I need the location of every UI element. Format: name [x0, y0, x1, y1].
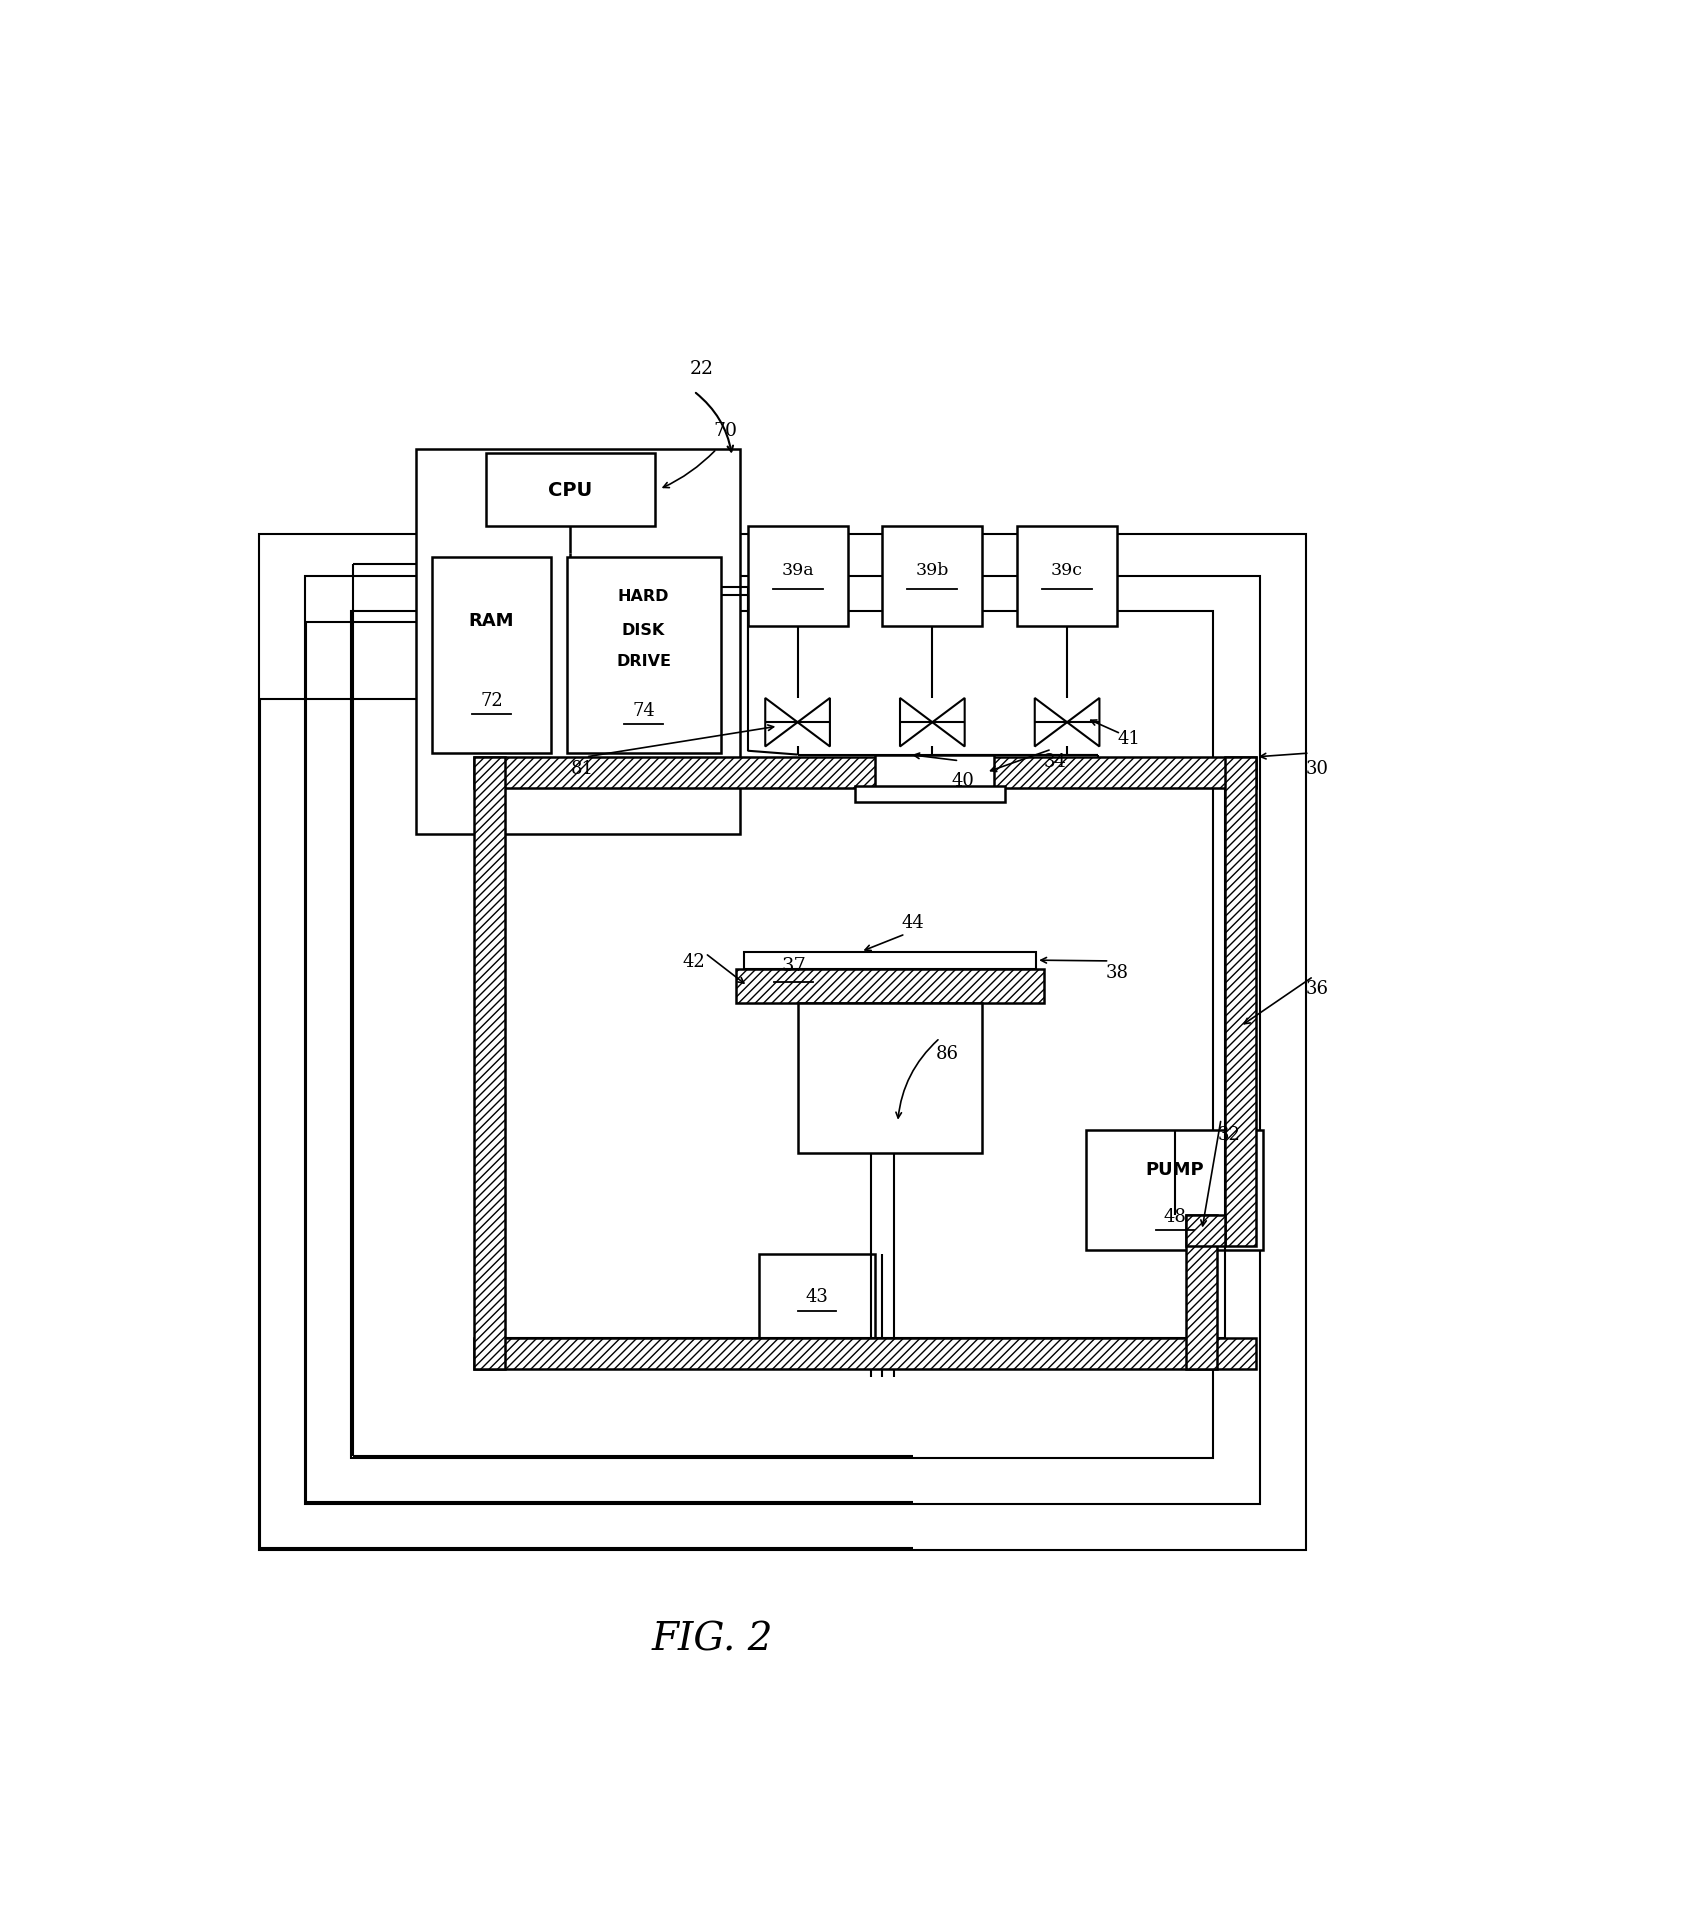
- Bar: [743, 952, 1036, 970]
- Text: 34: 34: [1045, 752, 1067, 771]
- Text: HARD: HARD: [617, 589, 670, 605]
- Text: 72: 72: [480, 692, 504, 709]
- Text: 48: 48: [1163, 1208, 1186, 1225]
- Bar: [258, 535, 1306, 1549]
- Text: 86: 86: [936, 1045, 960, 1063]
- Bar: [882, 527, 982, 626]
- Bar: [855, 786, 1006, 802]
- Text: 44: 44: [902, 914, 924, 931]
- Text: DISK: DISK: [622, 622, 665, 638]
- Text: 81: 81: [570, 759, 594, 779]
- Bar: [505, 788, 1225, 1339]
- Text: 32: 32: [1218, 1126, 1240, 1144]
- Polygon shape: [797, 699, 829, 748]
- Bar: [475, 757, 505, 1370]
- Text: DRIVE: DRIVE: [616, 653, 672, 668]
- Text: 38: 38: [1106, 964, 1128, 981]
- Polygon shape: [933, 699, 965, 748]
- Polygon shape: [765, 699, 797, 748]
- Bar: [351, 611, 1213, 1459]
- Bar: [1187, 1215, 1218, 1370]
- Text: 74: 74: [633, 701, 655, 719]
- Text: 36: 36: [1306, 980, 1328, 997]
- Text: 39c: 39c: [1052, 562, 1084, 580]
- Text: 43: 43: [806, 1287, 828, 1306]
- Text: 42: 42: [682, 952, 706, 970]
- Bar: [485, 454, 655, 527]
- Bar: [760, 1254, 875, 1339]
- Text: FIG. 2: FIG. 2: [651, 1621, 773, 1658]
- Bar: [432, 556, 551, 753]
- Text: 41: 41: [1118, 728, 1140, 748]
- Text: 70: 70: [712, 421, 736, 439]
- Bar: [875, 755, 994, 796]
- Text: 22: 22: [690, 359, 714, 379]
- Text: 39a: 39a: [782, 562, 814, 580]
- Bar: [1187, 1215, 1225, 1246]
- Text: 30: 30: [1306, 759, 1328, 779]
- Text: CPU: CPU: [548, 481, 592, 500]
- Bar: [1225, 757, 1255, 1246]
- Text: 37: 37: [782, 956, 806, 974]
- Text: RAM: RAM: [468, 611, 514, 630]
- Bar: [797, 1005, 982, 1153]
- Bar: [417, 450, 739, 835]
- Polygon shape: [1067, 699, 1099, 748]
- Polygon shape: [1035, 699, 1067, 748]
- Bar: [748, 527, 848, 626]
- Bar: [475, 1339, 1255, 1370]
- Bar: [736, 970, 1045, 1005]
- Bar: [566, 556, 721, 753]
- Text: PUMP: PUMP: [1145, 1159, 1204, 1179]
- Bar: [305, 576, 1260, 1503]
- Bar: [475, 757, 1255, 788]
- Bar: [1087, 1130, 1264, 1250]
- Text: 39b: 39b: [916, 562, 950, 580]
- Text: 40: 40: [951, 771, 975, 790]
- Polygon shape: [901, 699, 933, 748]
- Bar: [1018, 527, 1118, 626]
